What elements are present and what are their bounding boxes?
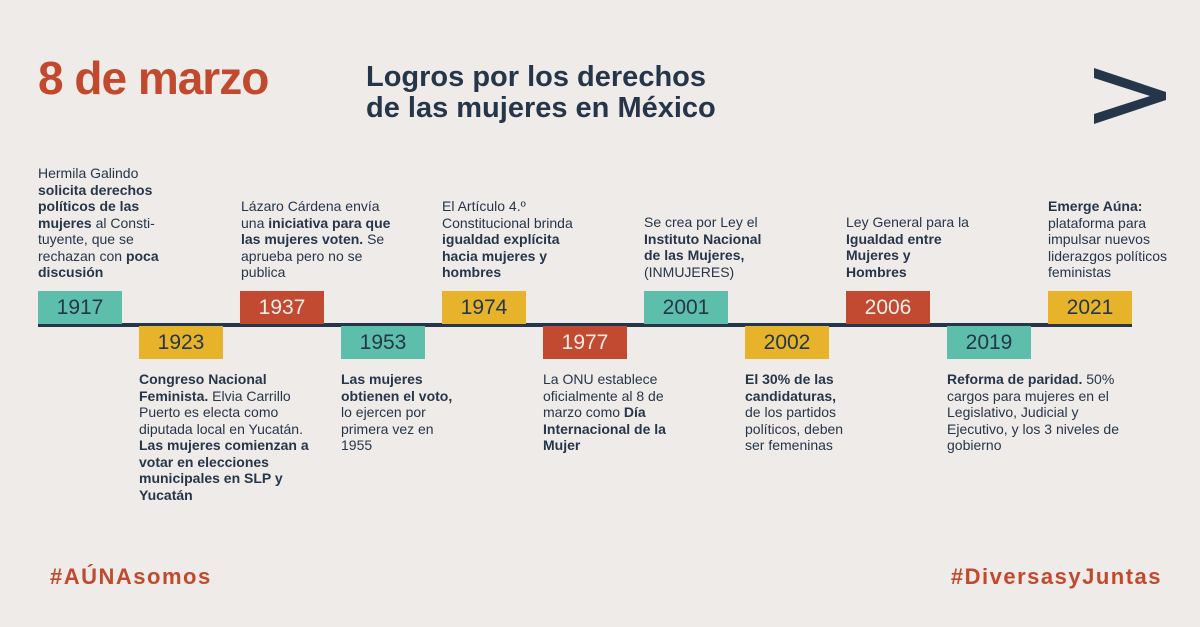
subtitle-line-1: Logros por los derechos bbox=[366, 61, 706, 93]
event-2002: El 30% de las candidaturas, de los parti… bbox=[745, 371, 844, 453]
event-2001: Se crea por Ley el Instituto Nacional de… bbox=[644, 214, 762, 280]
year-badge-2019: 2019 bbox=[947, 326, 1031, 359]
year-badge-2021: 2021 bbox=[1048, 291, 1132, 324]
year-badge-2002: 2002 bbox=[745, 326, 829, 359]
event-2021: Emerge Aúna: plataforma para impulsar nu… bbox=[1048, 198, 1168, 280]
year-badge-1917: 1917 bbox=[38, 291, 122, 324]
year-badge-1953: 1953 bbox=[341, 326, 425, 359]
event-2006: Ley General para la Igualdad entre Mujer… bbox=[846, 214, 969, 280]
year-badge-1937: 1937 bbox=[240, 291, 324, 324]
event-1953: Las mujeres obtienen el voto, lo ejercen… bbox=[341, 371, 453, 453]
event-1923: Congreso Nacional Feminista. Elvia Carri… bbox=[139, 371, 309, 503]
event-2019: Reforma de paridad. 50% cargos para muje… bbox=[947, 371, 1119, 453]
event-1974: El Artículo 4.º Constitucional brinda ig… bbox=[442, 198, 573, 280]
year-badge-1923: 1923 bbox=[139, 326, 223, 359]
subtitle-line-2: de las mujeres en México bbox=[366, 92, 716, 124]
subtitle: Logros por los derechos de las mujeres e… bbox=[366, 62, 716, 124]
event-1917: Hermila Galindo solicita derechos políti… bbox=[38, 165, 159, 280]
timeline-axis bbox=[38, 323, 1132, 327]
hashtag-left: #AÚNAsomos bbox=[50, 564, 212, 589]
year-badge-1974: 1974 bbox=[442, 291, 526, 324]
event-1937: Lázaro Cárdena envía una iniciativa para… bbox=[241, 198, 391, 280]
chevron-right-icon bbox=[1094, 68, 1166, 124]
year-badge-1977: 1977 bbox=[543, 326, 627, 359]
year-badge-2001: 2001 bbox=[644, 291, 728, 324]
main-title: 8 de marzo bbox=[38, 52, 269, 104]
hashtag-right: #DiversasyJuntas bbox=[950, 564, 1162, 589]
year-badge-2006: 2006 bbox=[846, 291, 930, 324]
event-1977: La ONU establece oficialmente al 8 de ma… bbox=[543, 371, 666, 453]
